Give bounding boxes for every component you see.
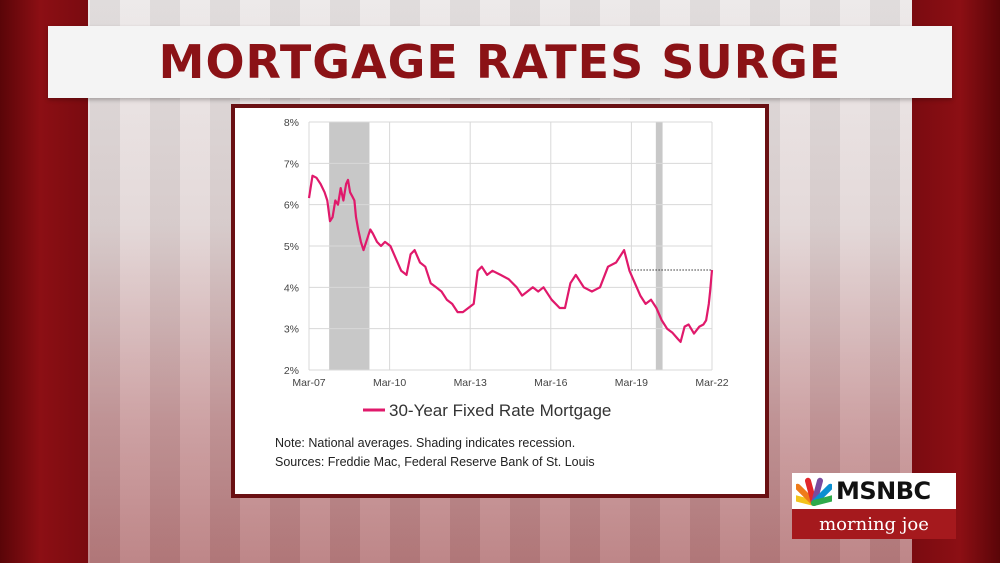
series-line-30yr-fixed xyxy=(307,174,714,343)
chart-note: Note: National averages. Shading indicat… xyxy=(275,436,576,450)
x-tick-label: Mar-22 xyxy=(695,377,728,389)
y-tick-label: 3% xyxy=(284,324,299,336)
show-name-block: morning joe xyxy=(792,509,956,539)
mortgage-rate-chart: 2% 3% 4% 5% 6% 7% 8% Mar-07 Mar-10 Mar-13 Mar-16 M… xyxy=(284,117,729,420)
chart-card: 2% 3% 4% 5% 6% 7% 8% Mar-07 Mar-10 Mar-13 Mar-16 M… xyxy=(231,104,769,498)
chart-sources: Sources: Freddie Mac, Federal Reserve Ba… xyxy=(275,455,595,469)
y-tick-label: 5% xyxy=(284,241,299,253)
headline-banner: MORTGAGE RATES SURGE xyxy=(48,26,952,98)
x-tick-label: Mar-13 xyxy=(454,377,487,389)
x-tick-label: Mar-19 xyxy=(615,377,648,389)
show-name: morning joe xyxy=(819,513,929,535)
peacock-feather xyxy=(811,495,832,506)
y-tick-label: 7% xyxy=(284,158,299,170)
x-tick-label: Mar-10 xyxy=(373,377,406,389)
y-tick-label: 8% xyxy=(284,117,299,129)
y-tick-label: 2% xyxy=(284,365,299,377)
legend-label: 30-Year Fixed Rate Mortgage xyxy=(389,401,611,420)
y-tick-label: 6% xyxy=(284,200,299,212)
peacock-icon xyxy=(796,477,832,506)
network-logo: MSNBC morning joe xyxy=(792,473,956,539)
y-tick-label: 4% xyxy=(284,282,299,294)
headline-text: MORTGAGE RATES SURGE xyxy=(158,35,842,89)
msnbc-logo-block: MSNBC xyxy=(792,473,956,509)
x-tick-label: Mar-16 xyxy=(534,377,567,389)
network-name: MSNBC xyxy=(836,477,931,505)
x-tick-label: Mar-07 xyxy=(292,377,325,389)
